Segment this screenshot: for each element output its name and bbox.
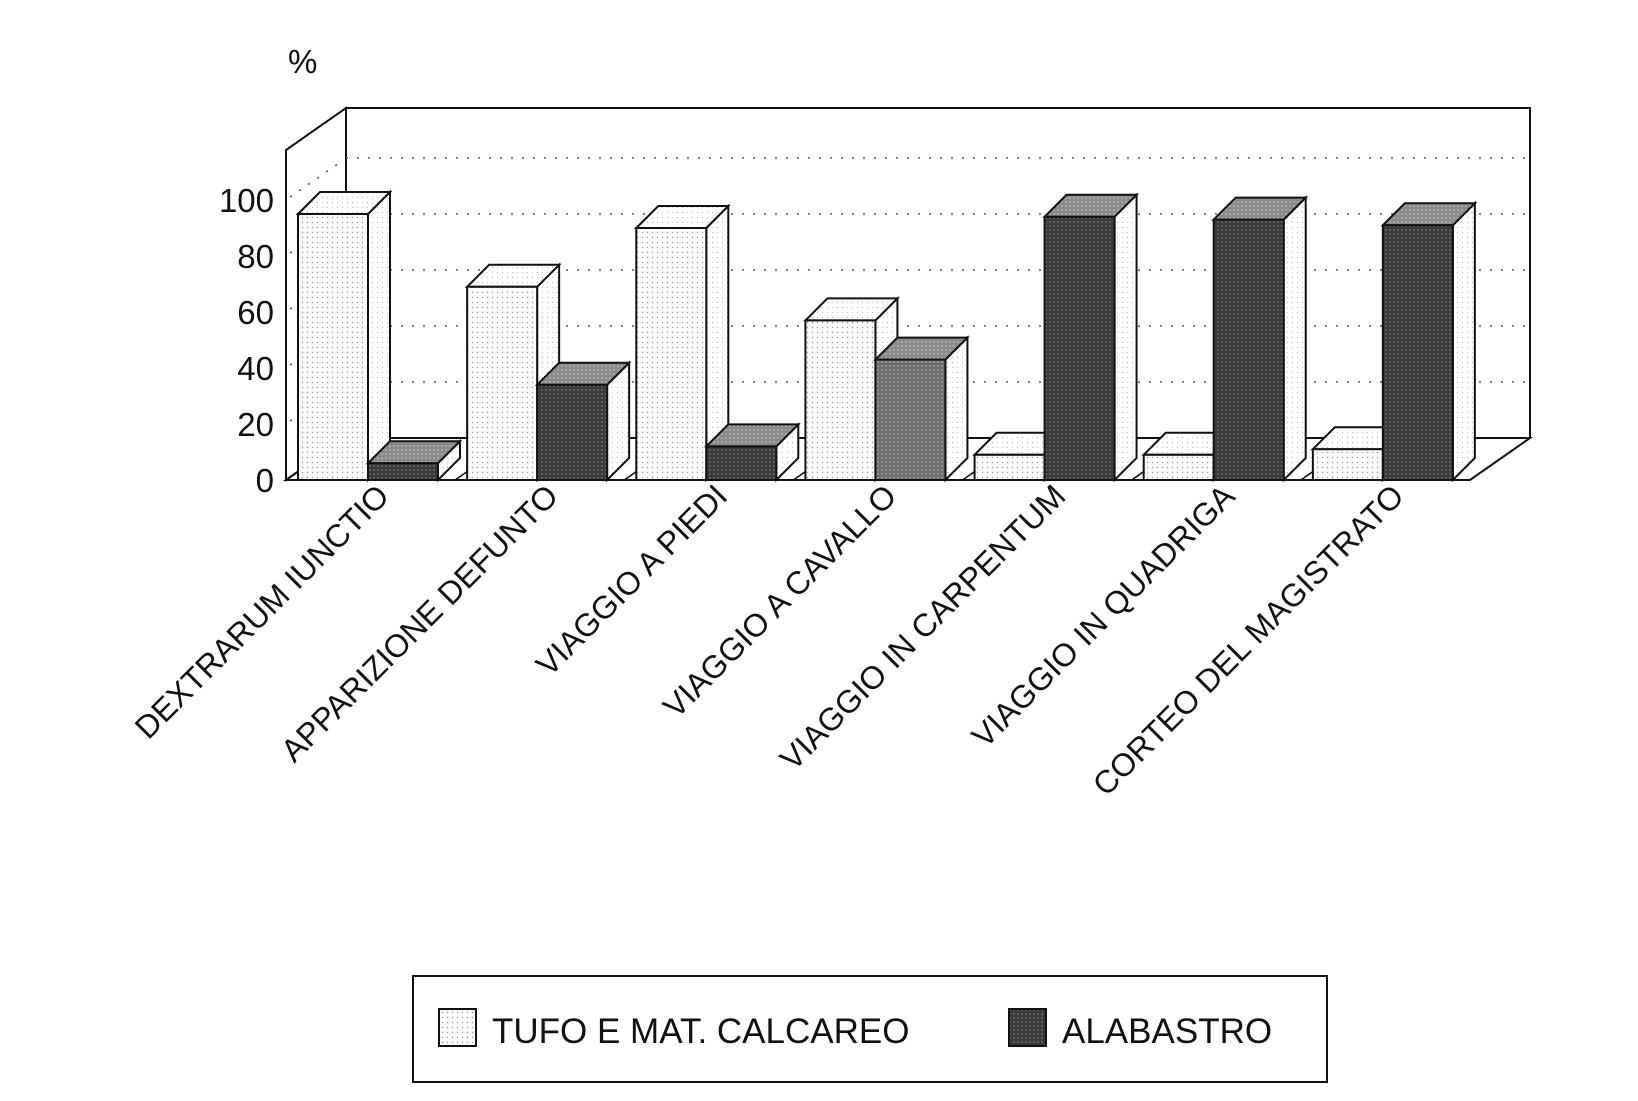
legend: TUFO E MAT. CALCAREO ALABASTRO	[412, 975, 1328, 1083]
x-category-label: APPARIZIONE DEFUNTO	[274, 477, 565, 768]
bar-tufo	[295, 189, 393, 483]
bars	[295, 189, 1478, 483]
y-tick-label: 80	[237, 238, 274, 275]
bar-front	[466, 285, 539, 481]
bar-front	[367, 462, 439, 482]
y-tick-label: 0	[256, 462, 274, 499]
bar-tufo	[633, 203, 731, 483]
bar-front	[297, 213, 369, 481]
bar-front	[804, 319, 877, 481]
bar-alabastro	[534, 360, 632, 483]
bar-front	[1311, 448, 1384, 482]
legend-label-alabastro: ALABASTRO	[1062, 1012, 1272, 1051]
bar-front	[1381, 224, 1454, 481]
bar-front	[635, 227, 708, 481]
x-category-label: VIAGGIO IN CARPENTUM	[773, 477, 1073, 777]
bar-front	[874, 358, 947, 482]
legend-box	[412, 975, 1328, 1083]
bar-alabastro	[1211, 195, 1309, 483]
bar-alabastro	[873, 335, 970, 483]
y-tick-label: 60	[237, 294, 274, 331]
y-tick-label: 100	[219, 182, 274, 219]
unit-label: %	[288, 43, 317, 80]
legend-label-tufo: TUFO E MAT. CALCAREO	[492, 1012, 909, 1051]
bar-front	[1142, 453, 1215, 481]
bar-front	[1212, 218, 1285, 481]
bar-alabastro	[1042, 192, 1139, 483]
bar-tufo	[464, 262, 562, 483]
y-axis-ticks: 0 20 40 60 80 100	[219, 182, 274, 499]
bar-side	[944, 335, 969, 483]
bar-front	[973, 453, 1046, 481]
bar-front	[1043, 215, 1116, 482]
bar-front	[536, 383, 609, 481]
bar-side	[1451, 200, 1476, 483]
bar-front	[705, 445, 778, 481]
bar-alabastro	[365, 438, 463, 483]
bar-side	[1113, 192, 1138, 483]
x-category-label: CORTEO DEL MAGISTRATO	[1086, 477, 1411, 802]
bar-side	[367, 189, 391, 483]
bar-alabastro	[703, 421, 801, 483]
y-tick-label: 20	[237, 406, 274, 443]
bar-side	[1282, 195, 1307, 483]
legend-swatch-tufo	[438, 1008, 477, 1047]
legend-swatch-alabastro	[1008, 1008, 1047, 1047]
y-tick-label: 40	[237, 350, 274, 387]
bar-alabastro	[1380, 200, 1478, 483]
